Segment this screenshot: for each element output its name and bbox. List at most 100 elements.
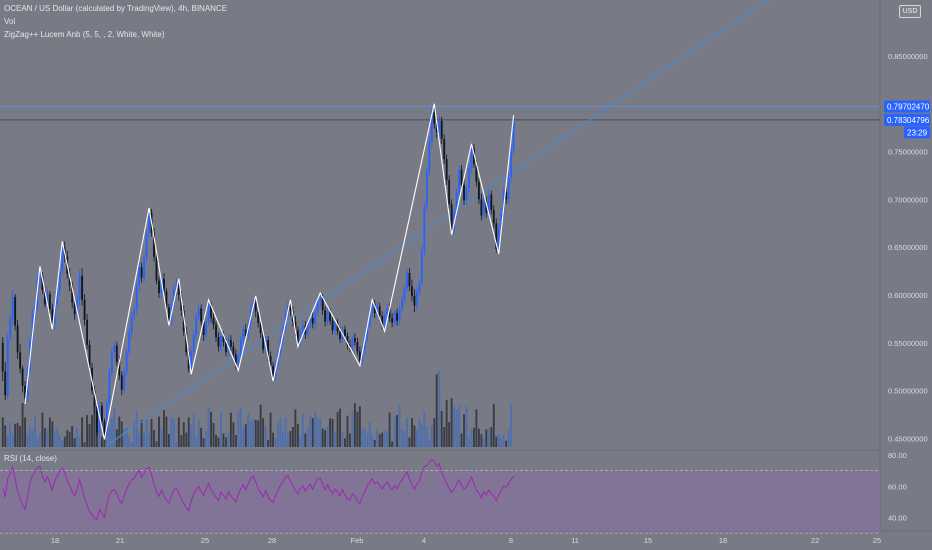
volume-bar (86, 415, 88, 447)
candle-body (24, 385, 27, 399)
volume-bar (289, 431, 292, 447)
grid (0, 0, 932, 532)
time-tick-label: 25 (201, 536, 209, 545)
candle-body (100, 405, 103, 422)
candle-body (135, 285, 138, 310)
rsi-tick-label: 60.00 (888, 482, 907, 491)
candle-body (383, 315, 386, 326)
candle-body (38, 275, 41, 281)
candle-body (153, 232, 155, 257)
symbol-title[interactable]: OCEAN / US Dollar (calculated by Trading… (4, 4, 228, 13)
candle-body (125, 352, 128, 372)
candle-body (272, 365, 275, 377)
volume-bar (167, 434, 170, 447)
candle-body (351, 338, 354, 348)
price-label-box (904, 126, 930, 139)
volume-bar (391, 441, 394, 447)
volume-bar (21, 403, 24, 447)
volume-bar (118, 416, 121, 447)
volume-legend[interactable]: Vol (4, 17, 16, 26)
candle-body (46, 294, 49, 305)
candle-body (393, 313, 396, 323)
volume-bar (497, 433, 500, 447)
volume-bar (358, 406, 361, 447)
volume-bar (463, 414, 465, 447)
volume-bar (195, 438, 198, 447)
price-label-box (884, 100, 930, 113)
candle-body (51, 309, 54, 324)
candle-body (346, 336, 349, 345)
volume-bar (254, 419, 257, 447)
volume-bar (319, 418, 322, 447)
volume-bar (398, 405, 401, 447)
volume-bar (225, 437, 227, 447)
candle-body (202, 321, 205, 336)
volume-bar (475, 409, 478, 447)
volume-bar (445, 399, 448, 447)
candle-body (165, 291, 168, 308)
volume-bar (301, 413, 304, 447)
volume-bar (316, 419, 319, 447)
time-tick-label: 8 (509, 536, 513, 545)
volume-bar (16, 423, 19, 447)
candle-body (510, 150, 513, 178)
volume-bar (26, 433, 29, 447)
volume-bar (287, 433, 289, 447)
candle-body (123, 371, 126, 390)
volume-bar (185, 432, 188, 447)
volume-bar (83, 442, 86, 447)
price-tick-label: 0.45000000 (888, 434, 928, 443)
candle-body (217, 337, 220, 347)
candle-body (130, 316, 133, 333)
candle-body (200, 308, 203, 322)
candle-body (207, 304, 210, 321)
volume-bar (267, 439, 270, 447)
price-label-text: 0.79702470 (887, 103, 930, 112)
currency-button[interactable]: USD (899, 5, 921, 18)
volume-bar (39, 432, 41, 447)
candle-body (103, 421, 106, 435)
volume-bar (197, 419, 200, 447)
volume-bar (269, 412, 272, 447)
zigzag-legend[interactable]: ZigZag++ Lucem Anb (5, 5, , 2, White, Wh… (4, 30, 165, 39)
candle-body (485, 201, 488, 213)
volume-bar (172, 418, 175, 447)
candle-body (398, 309, 401, 321)
volume-bar (366, 433, 369, 447)
volume-bar (438, 370, 441, 447)
volume-bar (473, 427, 475, 447)
candle-body (78, 275, 81, 300)
volume-bar (487, 427, 490, 447)
candle-body (222, 336, 225, 342)
rsi-legend[interactable]: RSI (14, close) (4, 454, 57, 463)
candle-body (172, 290, 175, 304)
candle-body (96, 406, 98, 433)
volume-bar (326, 427, 329, 447)
candle-body (81, 275, 84, 300)
candle-body (262, 333, 265, 350)
price-tick-label: 0.70000000 (888, 195, 928, 204)
volume-bar (458, 406, 460, 447)
candle-body (487, 194, 490, 213)
volume-bar (160, 427, 163, 447)
volume-bar (1, 417, 4, 447)
volume-bar (401, 429, 403, 447)
candle-body (105, 403, 108, 435)
candle-body (31, 314, 34, 341)
volume-bar (408, 437, 411, 447)
volume-bar (98, 430, 101, 447)
volume-bar (71, 426, 74, 447)
volume-bar (9, 422, 12, 447)
price-label-text: 0.78304796 (887, 116, 930, 125)
volume-bar (101, 436, 103, 447)
volume-bar (502, 435, 505, 447)
volume-bar (383, 430, 386, 447)
candle-body (133, 309, 136, 316)
candle-body (145, 232, 148, 258)
volume-bar (61, 440, 64, 447)
candle-body (73, 302, 76, 315)
candle-body (115, 345, 118, 362)
volume-bar (202, 438, 205, 447)
volume-bar (510, 403, 513, 447)
